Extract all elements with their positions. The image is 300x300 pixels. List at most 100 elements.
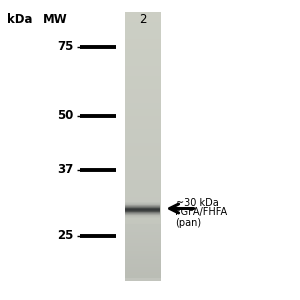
Bar <box>124 69 160 72</box>
Bar <box>124 264 160 267</box>
Bar <box>124 126 160 130</box>
Bar <box>124 26 160 29</box>
Bar <box>124 207 160 210</box>
Bar <box>125 215 160 216</box>
Bar <box>124 15 160 19</box>
Bar <box>124 257 160 260</box>
Bar <box>124 39 160 42</box>
Bar <box>125 213 160 214</box>
Bar <box>124 146 160 150</box>
Bar <box>124 227 160 230</box>
Bar <box>125 211 160 212</box>
Bar <box>124 247 160 250</box>
Bar <box>124 59 160 62</box>
Bar <box>124 256 160 259</box>
Bar <box>125 204 160 205</box>
Bar <box>124 12 160 15</box>
Text: 75: 75 <box>57 40 74 53</box>
Bar <box>124 167 160 170</box>
Text: (pan): (pan) <box>176 218 202 229</box>
Bar <box>124 254 160 257</box>
Bar <box>124 96 160 99</box>
Bar <box>125 208 160 209</box>
Bar <box>124 119 160 123</box>
Text: FGFA/FHFA: FGFA/FHFA <box>176 206 228 217</box>
Bar <box>124 275 160 278</box>
Bar <box>124 274 160 277</box>
Bar <box>124 35 160 39</box>
Bar <box>124 66 160 69</box>
Bar <box>124 113 160 116</box>
Bar <box>125 209 160 210</box>
Bar <box>124 116 160 119</box>
Bar <box>124 176 160 180</box>
Bar <box>124 190 160 193</box>
Bar <box>124 254 160 256</box>
Bar <box>124 277 160 280</box>
Bar <box>124 133 160 136</box>
Bar <box>124 230 160 233</box>
Bar <box>124 156 160 160</box>
Bar <box>124 183 160 187</box>
Bar <box>124 29 160 32</box>
Bar <box>124 187 160 190</box>
Bar <box>124 224 160 227</box>
Bar <box>124 49 160 52</box>
Bar <box>125 217 160 218</box>
Text: 37: 37 <box>57 163 74 176</box>
Bar <box>125 207 160 208</box>
Bar <box>124 235 160 238</box>
Bar <box>124 244 160 247</box>
Bar <box>124 140 160 143</box>
Text: ~30 kDa: ~30 kDa <box>176 197 218 208</box>
Text: MW: MW <box>43 13 68 26</box>
Bar <box>124 130 160 133</box>
Bar <box>124 160 160 163</box>
Bar <box>124 173 160 176</box>
Bar <box>125 202 160 203</box>
Bar <box>124 103 160 106</box>
Bar <box>124 240 160 243</box>
Bar <box>124 267 160 269</box>
Bar <box>125 206 160 207</box>
Bar <box>124 22 160 26</box>
Bar <box>125 212 160 213</box>
Bar <box>124 224 160 227</box>
Bar <box>124 62 160 66</box>
Bar <box>124 150 160 153</box>
Bar <box>124 203 160 207</box>
Bar <box>125 203 160 204</box>
Bar <box>124 86 160 89</box>
Bar <box>124 89 160 92</box>
Bar <box>124 170 160 173</box>
Text: 25: 25 <box>57 229 74 242</box>
Bar <box>124 248 160 251</box>
Bar <box>125 210 160 211</box>
Bar <box>124 109 160 113</box>
Bar <box>124 237 160 240</box>
Bar <box>125 205 160 206</box>
Bar <box>124 153 160 156</box>
Bar <box>125 216 160 217</box>
Bar <box>124 19 160 22</box>
Bar <box>124 230 160 232</box>
Bar <box>124 106 160 109</box>
Bar <box>124 52 160 56</box>
Bar <box>124 46 160 49</box>
Text: kDa: kDa <box>7 13 32 26</box>
Bar <box>124 163 160 166</box>
Bar <box>124 264 160 267</box>
Bar <box>124 99 160 103</box>
Bar <box>124 245 160 248</box>
Bar <box>124 82 160 86</box>
Bar <box>124 180 160 183</box>
Bar <box>124 272 160 275</box>
Bar <box>124 270 160 274</box>
Bar <box>124 143 160 146</box>
Bar <box>124 220 160 224</box>
Bar <box>124 269 160 272</box>
Bar <box>124 213 160 217</box>
Bar <box>124 259 160 262</box>
Bar <box>124 250 160 254</box>
Text: 2: 2 <box>139 13 146 26</box>
